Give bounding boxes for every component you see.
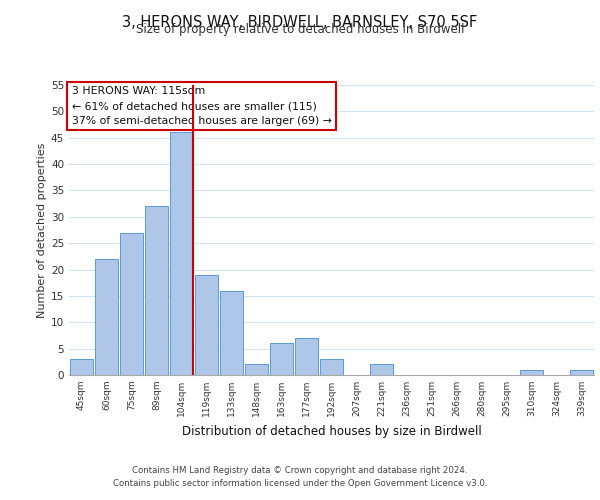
Bar [145,206,168,375]
Bar [295,338,318,375]
Bar [170,132,193,375]
Y-axis label: Number of detached properties: Number of detached properties [37,142,47,318]
Bar [370,364,393,375]
Bar [220,290,243,375]
Text: 3 HERONS WAY: 115sqm
← 61% of detached houses are smaller (115)
37% of semi-deta: 3 HERONS WAY: 115sqm ← 61% of detached h… [71,86,331,126]
Text: 3, HERONS WAY, BIRDWELL, BARNSLEY, S70 5SF: 3, HERONS WAY, BIRDWELL, BARNSLEY, S70 5… [122,15,478,30]
Bar [520,370,543,375]
Bar [270,344,293,375]
Bar [195,275,218,375]
X-axis label: Distribution of detached houses by size in Birdwell: Distribution of detached houses by size … [182,424,481,438]
Bar [95,259,118,375]
Bar [320,359,343,375]
Bar [120,232,143,375]
Text: Size of property relative to detached houses in Birdwell: Size of property relative to detached ho… [136,22,464,36]
Bar [245,364,268,375]
Bar [570,370,593,375]
Bar [70,359,93,375]
Text: Contains HM Land Registry data © Crown copyright and database right 2024.
Contai: Contains HM Land Registry data © Crown c… [113,466,487,487]
